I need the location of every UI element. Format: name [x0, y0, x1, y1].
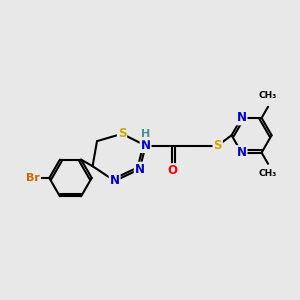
Text: N: N: [237, 111, 247, 124]
Text: S: S: [118, 127, 126, 140]
Text: O: O: [167, 164, 177, 177]
Text: N: N: [141, 139, 151, 152]
Text: H: H: [141, 129, 150, 140]
Text: S: S: [214, 139, 222, 152]
Text: N: N: [237, 146, 247, 159]
Text: N: N: [110, 174, 120, 188]
Text: CH₃: CH₃: [259, 169, 277, 178]
Text: Br: Br: [26, 173, 40, 183]
Text: CH₃: CH₃: [259, 91, 277, 100]
Text: N: N: [135, 163, 145, 176]
